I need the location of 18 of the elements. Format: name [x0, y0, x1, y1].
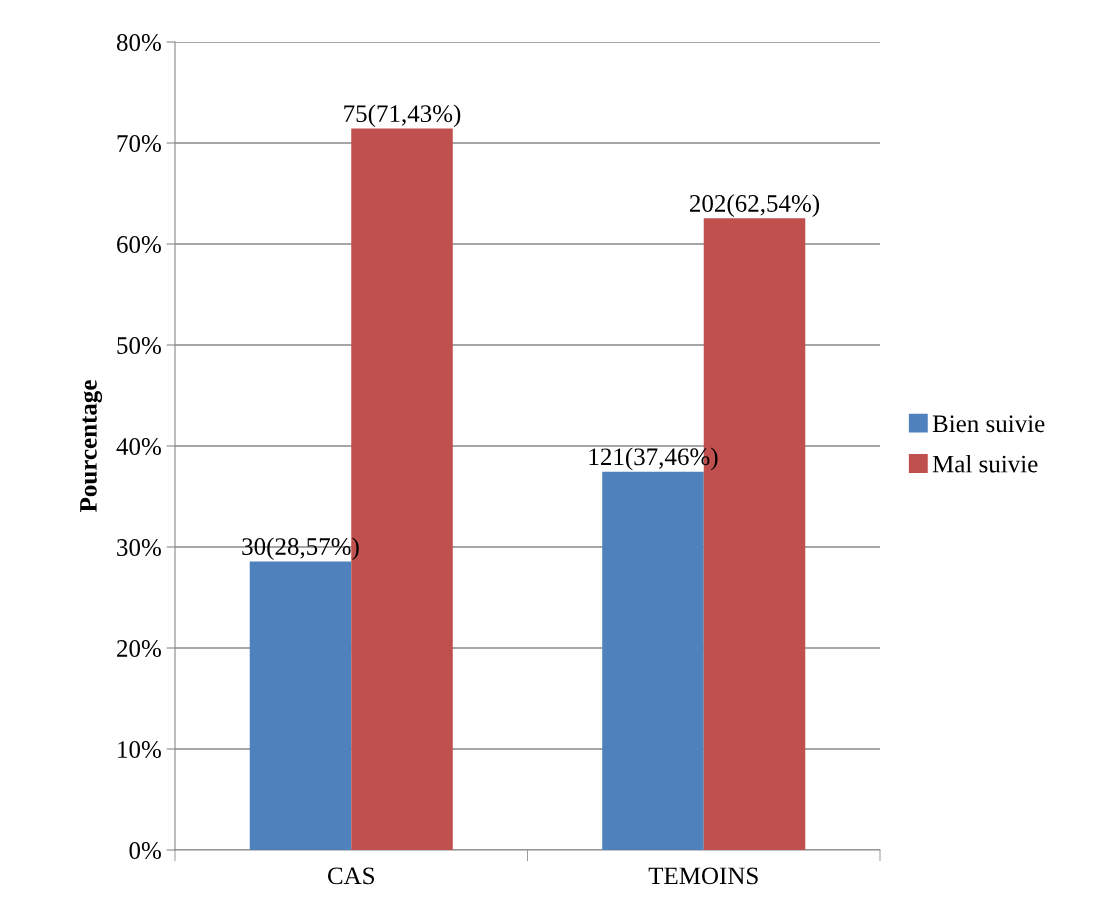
- bar: [249, 561, 352, 850]
- legend-label: Bien suivie: [932, 415, 1045, 433]
- data-label: 202(62,54%): [690, 194, 820, 217]
- y-tick-label: 40%: [116, 438, 161, 455]
- y-tick-label: 80%: [116, 34, 161, 51]
- y-tick-label: 60%: [117, 236, 161, 253]
- y-axis-title: Pourcentage: [80, 380, 103, 512]
- y-tick-label: 30%: [117, 539, 161, 556]
- y-tick-label: 50%: [117, 337, 161, 354]
- x-tick-label: CAS: [327, 867, 375, 885]
- y-tick-label: 10%: [118, 741, 161, 758]
- bar: [602, 471, 704, 850]
- y-tick-label: 20%: [117, 640, 161, 657]
- y-tick-label: 0%: [129, 842, 161, 859]
- y-tick-label: 70%: [117, 135, 161, 152]
- legend-label: Mal suivie: [932, 454, 1038, 473]
- x-tick-label: TEMOINS: [648, 867, 758, 885]
- data-label: 75(71,43%): [344, 104, 461, 128]
